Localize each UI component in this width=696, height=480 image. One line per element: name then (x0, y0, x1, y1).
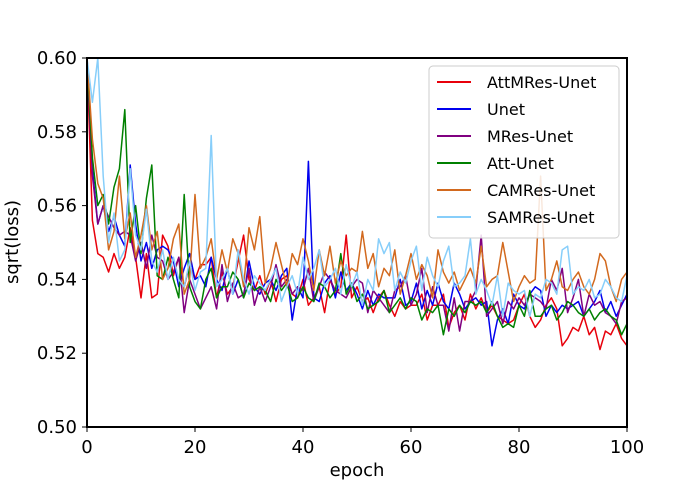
y-tick-label: 0.52 (37, 343, 77, 364)
legend-label: Att-Unet (487, 154, 554, 173)
legend-label: Unet (487, 100, 525, 119)
x-tick-label: 80 (508, 437, 531, 458)
legend-label: SAMRes-Unet (487, 208, 595, 227)
y-tick-label: 0.50 (37, 417, 77, 438)
y-tick-label: 0.54 (37, 269, 77, 290)
legend-label: AttMRes-Unet (487, 73, 596, 92)
y-tick-label: 0.58 (37, 122, 77, 143)
y-tick-label: 0.56 (37, 196, 77, 217)
x-axis-label: epoch (330, 460, 385, 480)
x-tick-label: 0 (81, 437, 92, 458)
series-line-att-unet (87, 58, 627, 336)
x-axis-ticks: 0 20 40 60 80 100 (81, 427, 644, 458)
plot-frame (86, 57, 628, 428)
series-line-unet (87, 58, 627, 347)
x-tick-label: 40 (292, 437, 315, 458)
series-line-samres-unet (87, 58, 627, 318)
legend-label: MRes-Unet (487, 127, 573, 146)
y-axis-label: sqrt(loss) (2, 200, 23, 284)
series-lines (87, 58, 627, 351)
y-tick-label: 0.60 (37, 48, 77, 69)
legend: AttMRes-Unet Unet MRes-Unet Att-Unet CAMRes-… (428, 65, 620, 239)
legend-label: CAMRes-Unet (487, 181, 595, 200)
series-line-mres-unet (87, 58, 627, 332)
x-tick-label: 100 (610, 437, 644, 458)
x-tick-label: 20 (184, 437, 207, 458)
y-axis-ticks: 0.50 0.52 0.54 0.56 0.58 0.60 (37, 48, 87, 438)
legend-box (428, 65, 620, 239)
x-tick-label: 60 (400, 437, 423, 458)
